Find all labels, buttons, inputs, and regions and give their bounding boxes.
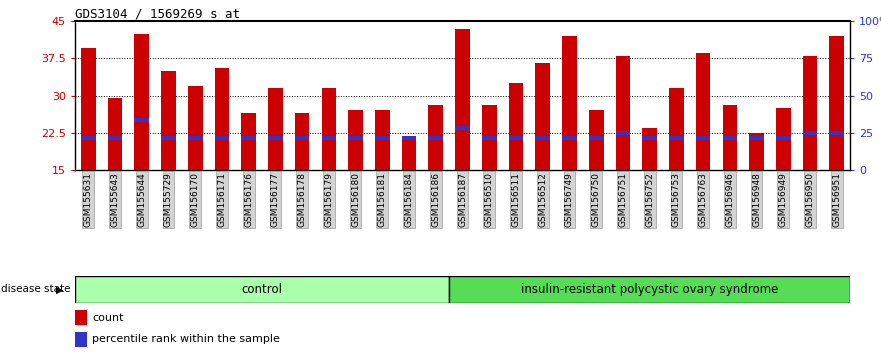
Text: GSM156763: GSM156763 [699, 172, 707, 227]
Text: GSM156181: GSM156181 [378, 172, 387, 227]
Bar [402, 136, 417, 140]
Bar [482, 105, 497, 170]
Bar [642, 136, 657, 140]
Bar [562, 36, 577, 170]
Bar [81, 136, 96, 140]
Text: GSM156177: GSM156177 [270, 172, 280, 227]
Bar [375, 110, 389, 170]
Text: GSM156184: GSM156184 [404, 172, 413, 227]
Bar [803, 131, 818, 135]
Bar [776, 108, 790, 170]
Bar [295, 113, 309, 170]
Bar [75, 310, 87, 325]
Bar [135, 34, 149, 170]
Text: control: control [241, 283, 283, 296]
Text: GSM156510: GSM156510 [485, 172, 493, 227]
Bar [482, 136, 497, 140]
Text: GSM156950: GSM156950 [805, 172, 815, 227]
Bar [829, 36, 844, 170]
Bar [536, 63, 550, 170]
Bar [455, 29, 470, 170]
Text: GSM156751: GSM156751 [618, 172, 627, 227]
Bar [428, 105, 443, 170]
Bar [449, 276, 850, 303]
Bar [722, 105, 737, 170]
Bar [669, 136, 684, 140]
Text: GSM156179: GSM156179 [324, 172, 333, 227]
Bar [455, 126, 470, 130]
Bar [589, 110, 603, 170]
Text: GSM156753: GSM156753 [672, 172, 681, 227]
Bar [161, 136, 176, 140]
Text: GSM156946: GSM156946 [725, 172, 735, 227]
Bar [562, 136, 577, 140]
Bar [241, 136, 256, 140]
Bar [402, 140, 417, 170]
Text: GSM156186: GSM156186 [432, 172, 440, 227]
Text: GDS3104 / 1569269_s_at: GDS3104 / 1569269_s_at [75, 7, 240, 20]
Text: GSM155729: GSM155729 [164, 172, 173, 227]
Bar [375, 136, 389, 140]
Text: GSM155631: GSM155631 [84, 172, 93, 227]
Bar [428, 136, 443, 140]
Bar [188, 86, 203, 170]
Bar [508, 136, 523, 140]
Bar [776, 136, 790, 140]
Bar [696, 136, 710, 140]
Bar [75, 332, 87, 347]
Text: GSM156511: GSM156511 [512, 172, 521, 227]
Text: GSM156176: GSM156176 [244, 172, 253, 227]
Text: disease state: disease state [1, 284, 70, 295]
Bar [322, 88, 337, 170]
Bar [75, 276, 449, 303]
Text: GSM155643: GSM155643 [110, 172, 120, 227]
Text: GSM156171: GSM156171 [218, 172, 226, 227]
Bar [722, 136, 737, 140]
Text: GSM156949: GSM156949 [779, 172, 788, 227]
Bar [241, 113, 256, 170]
Text: GSM156187: GSM156187 [458, 172, 467, 227]
Text: GSM156178: GSM156178 [298, 172, 307, 227]
Bar [669, 88, 684, 170]
Bar [322, 136, 337, 140]
Text: GSM155644: GSM155644 [137, 172, 146, 227]
Text: GSM156948: GSM156948 [752, 172, 761, 227]
Text: GSM156749: GSM156749 [565, 172, 574, 227]
Text: percentile rank within the sample: percentile rank within the sample [92, 334, 280, 344]
Bar [536, 136, 550, 140]
Bar [215, 136, 229, 140]
Bar [642, 128, 657, 170]
Text: GSM156512: GSM156512 [538, 172, 547, 227]
Bar [135, 118, 149, 122]
Text: GSM156750: GSM156750 [592, 172, 601, 227]
Bar [829, 131, 844, 135]
Bar [616, 131, 630, 135]
Bar [268, 136, 283, 140]
Text: count: count [92, 313, 123, 323]
Bar [348, 136, 363, 140]
Bar [616, 56, 630, 170]
Text: GSM156951: GSM156951 [833, 172, 841, 227]
Bar [81, 48, 96, 170]
Bar [696, 53, 710, 170]
Bar [161, 71, 176, 170]
Bar [508, 83, 523, 170]
Text: GSM156180: GSM156180 [352, 172, 360, 227]
Bar [348, 110, 363, 170]
Bar [589, 136, 603, 140]
Bar [188, 136, 203, 140]
Bar [749, 133, 764, 170]
Bar [107, 136, 122, 140]
Text: GSM156170: GSM156170 [190, 172, 200, 227]
Bar [803, 56, 818, 170]
Bar [268, 88, 283, 170]
Bar [749, 136, 764, 140]
Text: insulin-resistant polycystic ovary syndrome: insulin-resistant polycystic ovary syndr… [521, 283, 778, 296]
Bar [295, 136, 309, 140]
Text: ▶: ▶ [56, 284, 63, 295]
Text: GSM156752: GSM156752 [645, 172, 655, 227]
Bar [107, 98, 122, 170]
Bar [215, 68, 229, 170]
